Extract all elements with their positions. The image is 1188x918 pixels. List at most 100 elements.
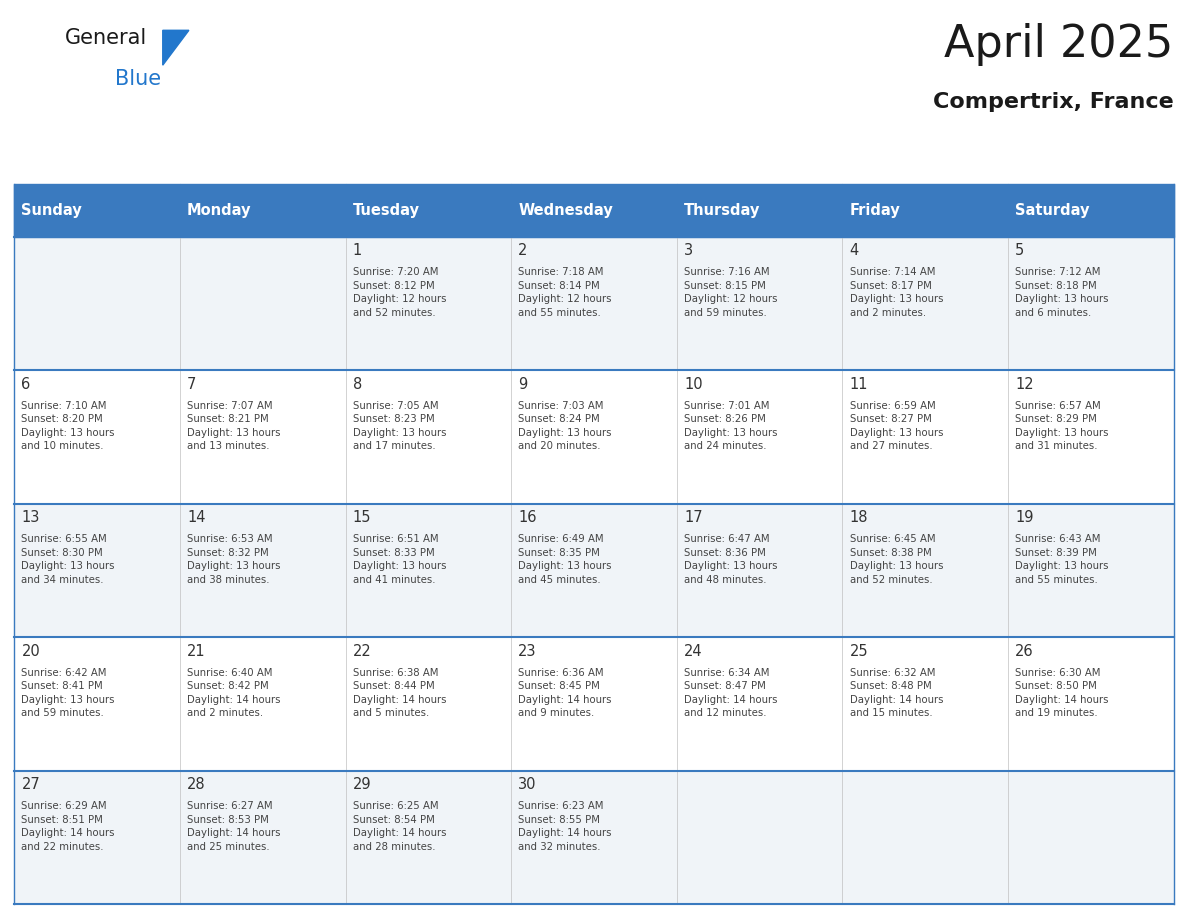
Bar xyxy=(346,184,511,237)
Text: Sunrise: 6:51 AM
Sunset: 8:33 PM
Daylight: 13 hours
and 41 minutes.: Sunrise: 6:51 AM Sunset: 8:33 PM Dayligh… xyxy=(353,534,447,585)
Text: 30: 30 xyxy=(518,778,537,792)
Text: April 2025: April 2025 xyxy=(944,23,1174,66)
Text: Sunrise: 6:30 AM
Sunset: 8:50 PM
Daylight: 14 hours
and 19 minutes.: Sunrise: 6:30 AM Sunset: 8:50 PM Dayligh… xyxy=(1016,667,1108,719)
Bar xyxy=(179,184,346,237)
Text: 6: 6 xyxy=(21,376,31,392)
Bar xyxy=(14,184,179,237)
Text: 27: 27 xyxy=(21,778,40,792)
Bar xyxy=(14,370,179,504)
Text: Sunrise: 6:45 AM
Sunset: 8:38 PM
Daylight: 13 hours
and 52 minutes.: Sunrise: 6:45 AM Sunset: 8:38 PM Dayligh… xyxy=(849,534,943,585)
Text: Blue: Blue xyxy=(115,69,162,89)
Text: 26: 26 xyxy=(1016,644,1034,659)
Bar xyxy=(179,370,346,504)
Text: Sunrise: 6:38 AM
Sunset: 8:44 PM
Daylight: 14 hours
and 5 minutes.: Sunrise: 6:38 AM Sunset: 8:44 PM Dayligh… xyxy=(353,667,447,719)
Text: Sunrise: 6:59 AM
Sunset: 8:27 PM
Daylight: 13 hours
and 27 minutes.: Sunrise: 6:59 AM Sunset: 8:27 PM Dayligh… xyxy=(849,400,943,452)
Text: Sunrise: 7:14 AM
Sunset: 8:17 PM
Daylight: 13 hours
and 2 minutes.: Sunrise: 7:14 AM Sunset: 8:17 PM Dayligh… xyxy=(849,267,943,318)
Bar xyxy=(677,370,842,504)
Text: Wednesday: Wednesday xyxy=(518,203,613,218)
Bar xyxy=(14,504,179,637)
Text: 12: 12 xyxy=(1016,376,1034,392)
Text: 22: 22 xyxy=(353,644,372,659)
Text: Sunrise: 6:55 AM
Sunset: 8:30 PM
Daylight: 13 hours
and 34 minutes.: Sunrise: 6:55 AM Sunset: 8:30 PM Dayligh… xyxy=(21,534,115,585)
Bar xyxy=(346,504,511,637)
Text: 8: 8 xyxy=(353,376,362,392)
Bar xyxy=(346,237,511,370)
Text: Sunday: Sunday xyxy=(21,203,82,218)
Bar xyxy=(511,504,677,637)
Bar xyxy=(1009,370,1174,504)
Text: Saturday: Saturday xyxy=(1016,203,1089,218)
Bar xyxy=(842,504,1009,637)
Text: 19: 19 xyxy=(1016,510,1034,525)
Text: Tuesday: Tuesday xyxy=(353,203,419,218)
Text: Sunrise: 7:16 AM
Sunset: 8:15 PM
Daylight: 12 hours
and 59 minutes.: Sunrise: 7:16 AM Sunset: 8:15 PM Dayligh… xyxy=(684,267,777,318)
Bar xyxy=(677,237,842,370)
Text: Thursday: Thursday xyxy=(684,203,760,218)
Bar xyxy=(14,637,179,771)
Text: 17: 17 xyxy=(684,510,702,525)
Text: Sunrise: 6:25 AM
Sunset: 8:54 PM
Daylight: 14 hours
and 28 minutes.: Sunrise: 6:25 AM Sunset: 8:54 PM Dayligh… xyxy=(353,801,447,852)
Text: 23: 23 xyxy=(518,644,537,659)
Text: 9: 9 xyxy=(518,376,527,392)
Text: 10: 10 xyxy=(684,376,702,392)
Text: 2: 2 xyxy=(518,243,527,258)
Text: Sunrise: 7:18 AM
Sunset: 8:14 PM
Daylight: 12 hours
and 55 minutes.: Sunrise: 7:18 AM Sunset: 8:14 PM Dayligh… xyxy=(518,267,612,318)
Bar xyxy=(842,771,1009,904)
Bar xyxy=(677,504,842,637)
Bar xyxy=(511,771,677,904)
Text: 1: 1 xyxy=(353,243,362,258)
Text: Sunrise: 6:32 AM
Sunset: 8:48 PM
Daylight: 14 hours
and 15 minutes.: Sunrise: 6:32 AM Sunset: 8:48 PM Dayligh… xyxy=(849,667,943,719)
Bar xyxy=(346,370,511,504)
Text: Sunrise: 6:49 AM
Sunset: 8:35 PM
Daylight: 13 hours
and 45 minutes.: Sunrise: 6:49 AM Sunset: 8:35 PM Dayligh… xyxy=(518,534,612,585)
Bar xyxy=(511,237,677,370)
Bar xyxy=(677,184,842,237)
Bar xyxy=(1009,771,1174,904)
Bar xyxy=(1009,504,1174,637)
Text: 14: 14 xyxy=(187,510,206,525)
Bar xyxy=(677,771,842,904)
Bar xyxy=(179,637,346,771)
Text: Sunrise: 7:03 AM
Sunset: 8:24 PM
Daylight: 13 hours
and 20 minutes.: Sunrise: 7:03 AM Sunset: 8:24 PM Dayligh… xyxy=(518,400,612,452)
Text: Sunrise: 6:23 AM
Sunset: 8:55 PM
Daylight: 14 hours
and 32 minutes.: Sunrise: 6:23 AM Sunset: 8:55 PM Dayligh… xyxy=(518,801,612,852)
Text: Monday: Monday xyxy=(187,203,252,218)
Text: 20: 20 xyxy=(21,644,40,659)
Text: Sunrise: 6:40 AM
Sunset: 8:42 PM
Daylight: 14 hours
and 2 minutes.: Sunrise: 6:40 AM Sunset: 8:42 PM Dayligh… xyxy=(187,667,280,719)
Text: Friday: Friday xyxy=(849,203,901,218)
Bar xyxy=(842,184,1009,237)
Text: Sunrise: 6:34 AM
Sunset: 8:47 PM
Daylight: 14 hours
and 12 minutes.: Sunrise: 6:34 AM Sunset: 8:47 PM Dayligh… xyxy=(684,667,777,719)
Text: Sunrise: 6:27 AM
Sunset: 8:53 PM
Daylight: 14 hours
and 25 minutes.: Sunrise: 6:27 AM Sunset: 8:53 PM Dayligh… xyxy=(187,801,280,852)
Bar xyxy=(511,184,677,237)
Text: Sunrise: 6:29 AM
Sunset: 8:51 PM
Daylight: 14 hours
and 22 minutes.: Sunrise: 6:29 AM Sunset: 8:51 PM Dayligh… xyxy=(21,801,115,852)
Bar xyxy=(179,771,346,904)
Text: General: General xyxy=(65,28,147,48)
Text: 25: 25 xyxy=(849,644,868,659)
Text: 29: 29 xyxy=(353,778,372,792)
Bar xyxy=(14,771,179,904)
Text: 16: 16 xyxy=(518,510,537,525)
Bar xyxy=(1009,637,1174,771)
Text: Compertrix, France: Compertrix, France xyxy=(933,92,1174,112)
Bar xyxy=(1009,237,1174,370)
Text: 28: 28 xyxy=(187,778,206,792)
Bar xyxy=(14,237,179,370)
Text: 11: 11 xyxy=(849,376,868,392)
Bar xyxy=(511,637,677,771)
Bar xyxy=(842,370,1009,504)
Bar xyxy=(179,504,346,637)
Bar xyxy=(677,637,842,771)
Bar xyxy=(346,771,511,904)
Text: Sunrise: 7:07 AM
Sunset: 8:21 PM
Daylight: 13 hours
and 13 minutes.: Sunrise: 7:07 AM Sunset: 8:21 PM Dayligh… xyxy=(187,400,280,452)
Text: 24: 24 xyxy=(684,644,702,659)
Text: Sunrise: 7:10 AM
Sunset: 8:20 PM
Daylight: 13 hours
and 10 minutes.: Sunrise: 7:10 AM Sunset: 8:20 PM Dayligh… xyxy=(21,400,115,452)
Polygon shape xyxy=(163,30,189,65)
Text: 5: 5 xyxy=(1016,243,1024,258)
Bar xyxy=(346,637,511,771)
Bar xyxy=(1009,184,1174,237)
Text: Sunrise: 6:53 AM
Sunset: 8:32 PM
Daylight: 13 hours
and 38 minutes.: Sunrise: 6:53 AM Sunset: 8:32 PM Dayligh… xyxy=(187,534,280,585)
Text: 7: 7 xyxy=(187,376,196,392)
Bar xyxy=(179,237,346,370)
Text: 3: 3 xyxy=(684,243,693,258)
Text: Sunrise: 7:20 AM
Sunset: 8:12 PM
Daylight: 12 hours
and 52 minutes.: Sunrise: 7:20 AM Sunset: 8:12 PM Dayligh… xyxy=(353,267,447,318)
Text: Sunrise: 7:12 AM
Sunset: 8:18 PM
Daylight: 13 hours
and 6 minutes.: Sunrise: 7:12 AM Sunset: 8:18 PM Dayligh… xyxy=(1016,267,1108,318)
Bar xyxy=(842,237,1009,370)
